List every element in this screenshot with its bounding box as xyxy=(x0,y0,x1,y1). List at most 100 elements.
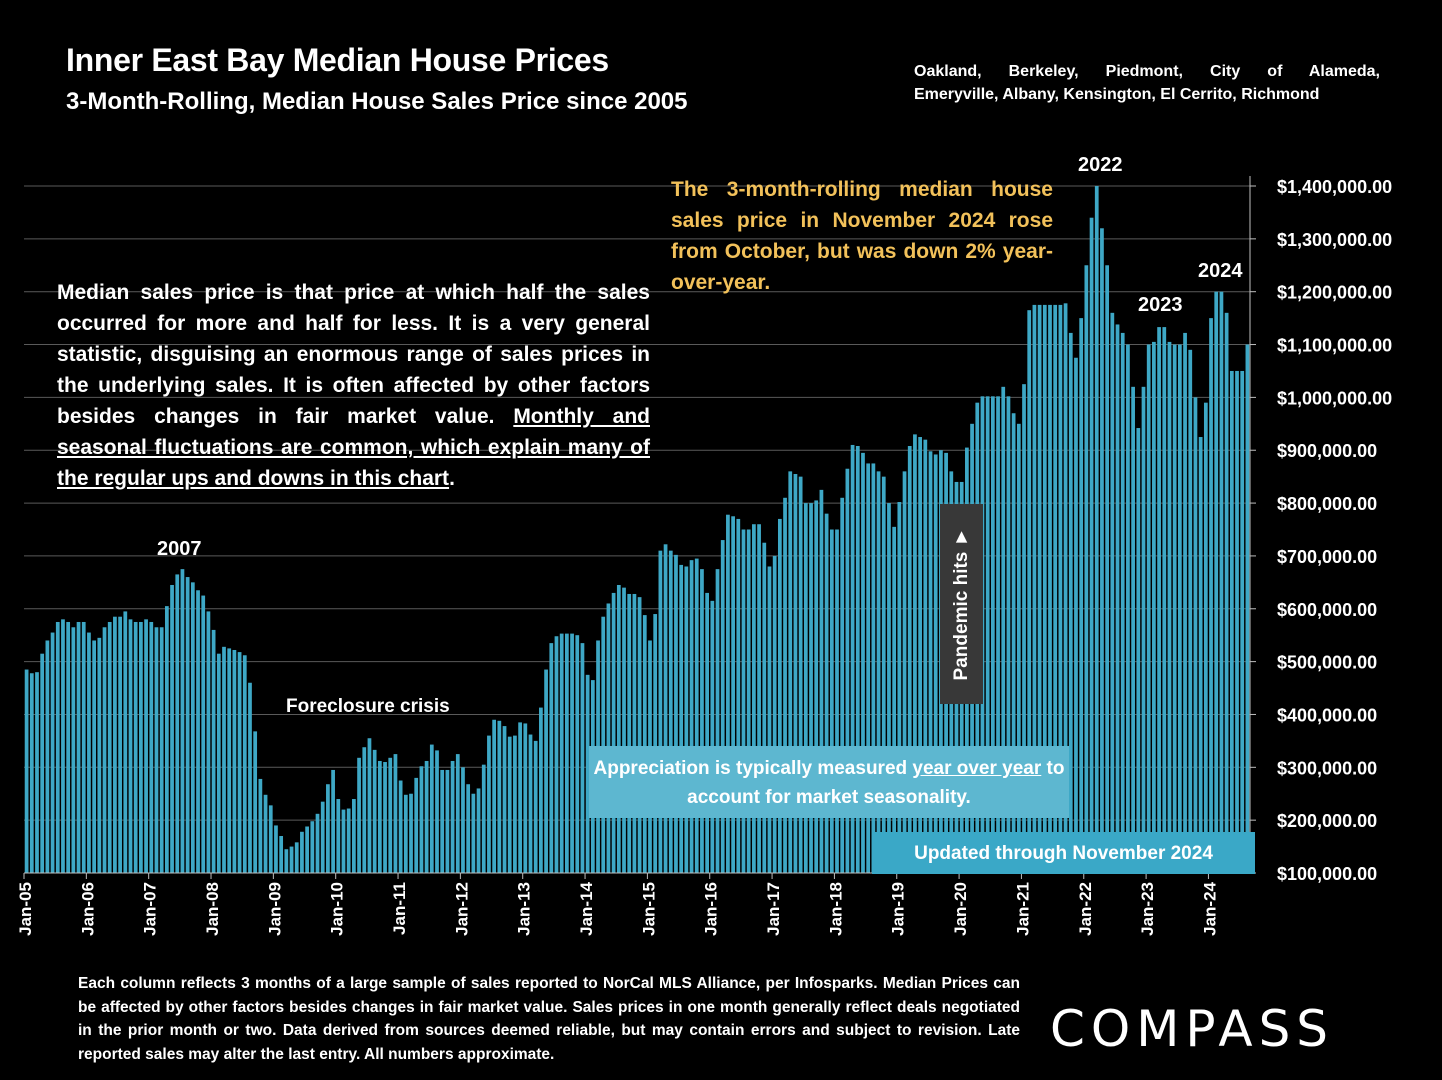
bar xyxy=(1032,304,1037,873)
y-tick-label: $1,300,000.00 xyxy=(1277,230,1392,250)
bar xyxy=(450,760,455,873)
bar xyxy=(731,516,735,873)
bar xyxy=(76,621,81,873)
bar xyxy=(1027,310,1032,873)
bar xyxy=(346,808,351,873)
compass-logo: COMPASS xyxy=(1050,1000,1335,1058)
x-tick-label: Jan-06 xyxy=(78,882,97,936)
bar xyxy=(336,799,341,873)
bar xyxy=(1048,304,1052,873)
bar xyxy=(637,597,642,873)
bar xyxy=(1146,344,1151,873)
bar xyxy=(746,529,751,873)
bar xyxy=(523,723,528,873)
bar xyxy=(409,793,413,873)
bar xyxy=(201,595,206,873)
appreciation-text: Appreciation is typically measured xyxy=(593,758,913,779)
x-tick-label: Jan-05 xyxy=(16,882,35,936)
y-tick-label: $1,400,000.00 xyxy=(1277,177,1392,197)
bar xyxy=(570,633,574,873)
bar xyxy=(913,434,917,873)
bar xyxy=(440,769,445,873)
x-tick-label: Jan-22 xyxy=(1076,882,1095,936)
bar xyxy=(1172,344,1177,873)
bar xyxy=(149,621,154,873)
bar xyxy=(840,497,845,873)
bar xyxy=(216,653,221,873)
bar xyxy=(55,621,60,873)
bar xyxy=(1162,327,1167,874)
bar xyxy=(403,794,408,873)
bar xyxy=(232,649,237,873)
bar xyxy=(622,587,626,873)
chart-subtitle: 3-Month-Rolling, Median House Sales Pric… xyxy=(66,88,688,115)
bar xyxy=(242,655,247,873)
bar xyxy=(1006,396,1011,873)
median-explanation-text: Median sales price is that price at whic… xyxy=(57,281,650,428)
bar xyxy=(985,396,990,873)
y-tick-label: $100,000.00 xyxy=(1277,864,1377,884)
bar xyxy=(180,569,185,873)
bar xyxy=(476,788,481,873)
bar xyxy=(565,633,569,873)
bar xyxy=(237,652,242,873)
bar xyxy=(1235,370,1239,873)
bar xyxy=(1240,370,1245,873)
bar xyxy=(253,731,258,873)
bar xyxy=(87,632,91,873)
y-tick-label: $700,000.00 xyxy=(1277,547,1377,567)
y-tick-label: $600,000.00 xyxy=(1277,600,1377,620)
bar xyxy=(144,619,148,873)
bar xyxy=(362,747,367,873)
bar xyxy=(752,524,756,873)
bar xyxy=(642,615,647,873)
bar xyxy=(159,627,164,873)
x-tick-label: Jan-13 xyxy=(515,882,534,936)
bar xyxy=(788,471,793,873)
bar xyxy=(907,446,912,873)
bar xyxy=(1131,386,1135,873)
x-tick-label: Jan-20 xyxy=(951,882,970,936)
bar xyxy=(45,640,50,873)
y-tick-label: $800,000.00 xyxy=(1277,494,1377,514)
median-explanation-underlined: Monthly and seasonal fluctuations are co… xyxy=(57,405,650,490)
bar xyxy=(445,769,450,873)
bar xyxy=(585,674,590,873)
bar xyxy=(398,780,403,873)
bar xyxy=(320,801,325,873)
bar xyxy=(539,707,543,873)
bar xyxy=(139,621,143,873)
bar xyxy=(97,637,102,873)
bar xyxy=(268,805,273,873)
bar xyxy=(383,762,387,873)
bar xyxy=(700,569,704,873)
bar xyxy=(377,760,382,873)
bar xyxy=(861,452,865,873)
bar xyxy=(559,633,564,873)
bar xyxy=(393,754,398,873)
bar xyxy=(674,554,678,873)
cities-list: Oakland, Berkeley, Piedmont, City of Ala… xyxy=(914,60,1380,106)
bar xyxy=(170,584,174,873)
bar xyxy=(1042,304,1047,873)
bar xyxy=(710,600,715,873)
bar xyxy=(502,726,507,873)
bar xyxy=(61,619,65,873)
bar xyxy=(274,825,278,873)
bar xyxy=(50,632,55,873)
bar xyxy=(720,540,725,873)
bar xyxy=(544,669,548,873)
bar xyxy=(185,577,190,873)
bar xyxy=(855,446,860,873)
bar xyxy=(1001,386,1006,873)
bar xyxy=(471,793,476,873)
bar xyxy=(876,471,881,873)
bar xyxy=(1094,186,1099,873)
bar xyxy=(803,503,808,873)
bar xyxy=(1167,341,1172,873)
bar xyxy=(928,451,933,873)
bar xyxy=(1141,386,1146,873)
cities-line-1: Oakland, Berkeley, Piedmont, City of Ala… xyxy=(914,63,1380,80)
bar xyxy=(71,627,76,873)
bar xyxy=(658,550,663,873)
